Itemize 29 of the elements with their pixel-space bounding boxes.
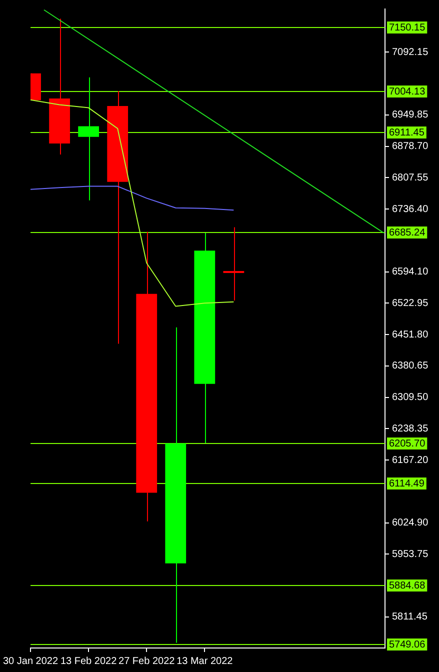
- ref-line-label: 6205.70: [389, 438, 426, 450]
- y-tick-label: 6238.35: [392, 423, 429, 434]
- ref-line-label: 5884.68: [389, 580, 426, 592]
- candlestick: [223, 226, 244, 301]
- ref-line-label: 6911.45: [389, 127, 425, 138]
- y-tick-label: 7092.15: [392, 46, 429, 58]
- y-tick-label: 5811.45: [392, 612, 428, 623]
- candlestick: [78, 76, 100, 201]
- y-tick-label: 6167.20: [392, 454, 429, 466]
- y-tick-label: 5953.75: [392, 548, 429, 560]
- y-tick-label: 6736.40: [392, 204, 429, 215]
- x-tick-label: 27 Feb 2022: [118, 656, 176, 667]
- ref-line-label: 5749.06: [389, 639, 426, 650]
- ref-line-label: 6685.24: [389, 227, 426, 238]
- ref-line-label: 7150.15: [389, 22, 426, 34]
- y-tick-label: 6949.85: [392, 110, 429, 121]
- x-tick-label: 13 Mar 2022: [176, 656, 234, 667]
- x-tick-label: 30 Jan 2022: [2, 656, 58, 667]
- y-tick-label: 6594.10: [392, 266, 429, 278]
- y-tick-label: 6807.55: [392, 172, 429, 184]
- y-tick-label: 6309.50: [392, 392, 429, 404]
- y-tick-label: 6522.95: [392, 298, 429, 309]
- x-tick-label: 13 Feb 2022: [60, 656, 118, 667]
- ref-line-label: 7004.13: [389, 86, 426, 98]
- y-tick-label: 6024.90: [392, 518, 429, 529]
- y-tick-label: 6451.80: [392, 329, 429, 340]
- y-tick-label: 6878.70: [392, 141, 429, 152]
- y-tick-label: 6380.65: [392, 360, 429, 372]
- ref-line-label: 6114.49: [389, 478, 425, 490]
